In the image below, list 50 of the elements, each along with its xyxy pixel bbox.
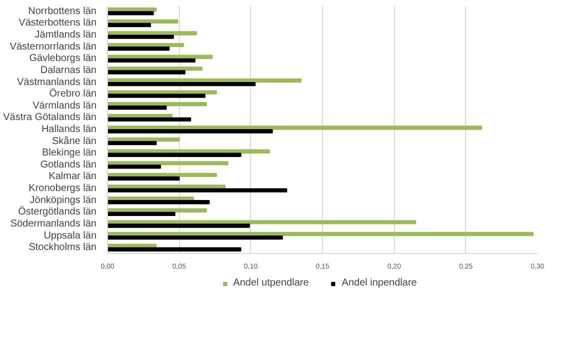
y-tick-label: Hallands län bbox=[41, 124, 97, 135]
y-tick-label: Jämtlands län bbox=[34, 30, 97, 41]
y-tick-label: Kronobergs län bbox=[28, 183, 97, 194]
y-tick-label: Dalarnas län bbox=[40, 64, 97, 76]
bar bbox=[108, 212, 176, 216]
bar bbox=[108, 46, 170, 51]
bar bbox=[108, 176, 180, 181]
y-tick-label: Gävleborgs län bbox=[29, 53, 97, 64]
bar bbox=[108, 232, 534, 236]
y-tick-label: Södermanlands län bbox=[10, 218, 97, 230]
y-tick-label: Örebro län bbox=[49, 88, 97, 100]
y-tick-label: Blekinge län bbox=[42, 148, 96, 159]
bar bbox=[108, 58, 196, 63]
bar bbox=[108, 220, 416, 224]
y-tick-label: Stockholms län bbox=[28, 242, 97, 254]
bar bbox=[108, 161, 228, 166]
bar bbox=[108, 244, 157, 248]
y-tick-label: Västmanlands län bbox=[17, 76, 97, 88]
bar bbox=[108, 164, 162, 169]
bar bbox=[108, 11, 154, 16]
bar bbox=[108, 188, 288, 192]
y-tick-label: Värmlands län bbox=[32, 100, 96, 112]
bar bbox=[108, 117, 192, 122]
bar bbox=[108, 31, 197, 36]
y-tick-label: Gotlands län bbox=[40, 159, 97, 170]
bar bbox=[108, 129, 273, 134]
y-tick-label: Västerbottens län bbox=[18, 18, 96, 29]
y-tick-label: Västra Götalands län bbox=[3, 112, 96, 124]
bar bbox=[108, 200, 210, 204]
y-tick-label: Kalmar län bbox=[48, 171, 97, 182]
bar bbox=[108, 224, 250, 228]
bar bbox=[108, 247, 242, 252]
bar bbox=[108, 140, 157, 146]
bar bbox=[108, 70, 186, 74]
y-tick-label: Västernorrlands län bbox=[10, 41, 97, 52]
bar bbox=[108, 22, 151, 28]
y-tick-label: Uppsala län bbox=[44, 230, 96, 242]
bar bbox=[108, 94, 206, 98]
y-tick-label: Östergötlands län bbox=[18, 206, 97, 218]
bar bbox=[108, 106, 167, 110]
bar bbox=[108, 235, 283, 240]
y-tick-label: Skåne län bbox=[52, 134, 97, 147]
bar bbox=[108, 34, 174, 39]
legend-label: Andel inpendlare bbox=[342, 278, 417, 288]
y-tick-label: Norrbottens län bbox=[28, 6, 97, 17]
bar bbox=[108, 152, 242, 157]
y-tick-label: Jönköpings län bbox=[30, 194, 97, 206]
legend-label: Andel utpendlare bbox=[233, 278, 309, 288]
bar bbox=[108, 82, 256, 86]
bar bbox=[108, 126, 482, 130]
